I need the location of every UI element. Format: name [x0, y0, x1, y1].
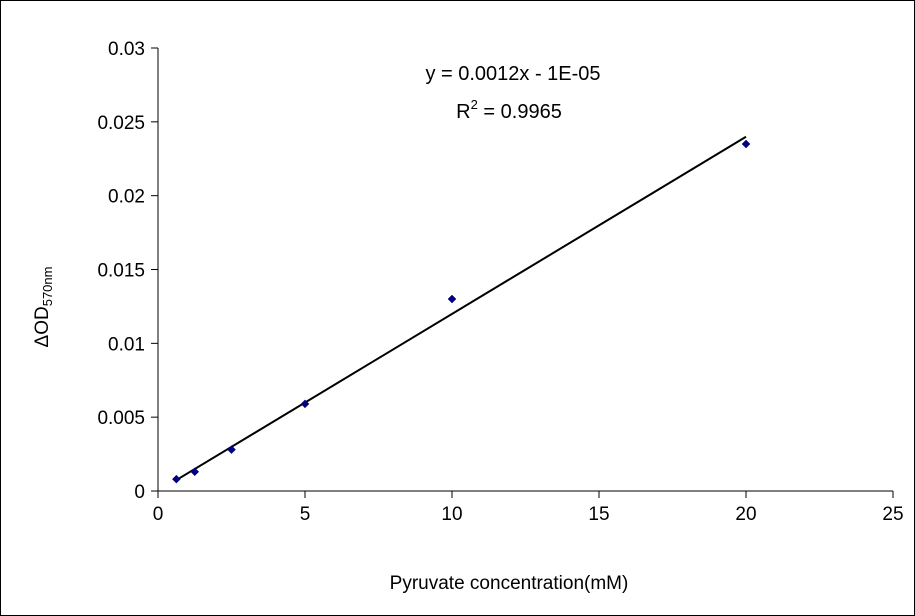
- y-tick-label: 0.03: [108, 39, 145, 60]
- x-tick-label: 5: [300, 504, 311, 525]
- y-tick-label: 0.015: [97, 261, 145, 282]
- y-tick-label: 0: [134, 482, 145, 503]
- y-axis-title: ΔOD570nm: [32, 267, 55, 348]
- r-squared-prefix: R: [456, 101, 470, 123]
- data-point: [300, 399, 310, 409]
- y-tick-label: 0.02: [108, 187, 145, 208]
- trendline-group: [175, 135, 747, 481]
- r-squared-superscript: 2: [471, 97, 478, 112]
- y-axis-title-main: ΔOD: [32, 306, 53, 347]
- trendline-equation: y = 0.0012x - 1E-05: [425, 63, 600, 85]
- y-tick-label: 0.01: [108, 334, 145, 355]
- x-tick-label: 25: [882, 504, 903, 525]
- r-squared-value: = 0.9965: [478, 101, 562, 123]
- data-point: [447, 294, 457, 304]
- y-tick-label: 0.005: [97, 408, 145, 429]
- x-tick-label: 15: [588, 504, 609, 525]
- x-tick-label: 0: [153, 504, 164, 525]
- y-tick-label: 0.025: [97, 113, 145, 134]
- tick-labels: 0 0.005 0.01 0.015 0.02 0.025 0.03 0 5 10 15 20 25: [97, 39, 903, 525]
- x-axis-title: Pyruvate concentration(mM): [390, 573, 629, 594]
- x-tick-label: 10: [441, 504, 462, 525]
- data-point: [741, 139, 751, 149]
- data-point: [190, 467, 200, 477]
- x-tick-label: 20: [735, 504, 756, 525]
- r-squared-label: R2 = 0.9965: [456, 97, 562, 123]
- data-points: [172, 139, 751, 484]
- data-point: [227, 445, 236, 455]
- ticks: [151, 47, 894, 498]
- trendline: [175, 135, 747, 481]
- data-point: [172, 474, 181, 484]
- y-axis-title-subscript: 570nm: [40, 267, 55, 307]
